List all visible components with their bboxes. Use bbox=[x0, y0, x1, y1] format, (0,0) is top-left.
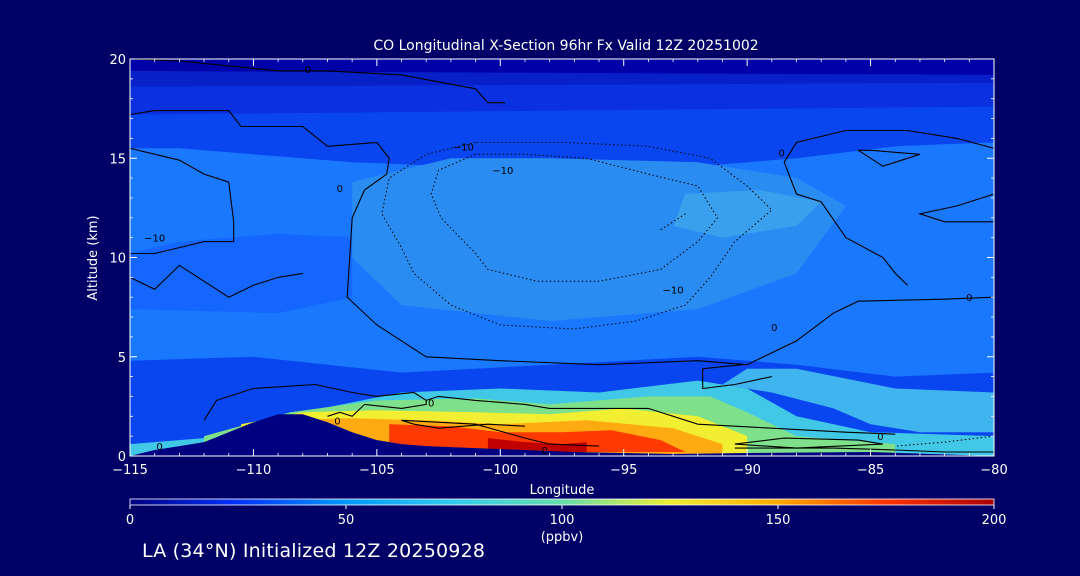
x-tick-label: −85 bbox=[857, 463, 884, 478]
contour-label: 0 bbox=[337, 184, 343, 195]
contour-label: −10 bbox=[144, 234, 165, 245]
x-tick-label: −80 bbox=[980, 463, 1007, 478]
x-tick-label: −95 bbox=[610, 463, 637, 478]
contour-label: 0 bbox=[428, 398, 434, 409]
initialization-caption: LA (34°N) Initialized 12Z 20250928 bbox=[142, 540, 486, 562]
field-boundary-darkred bbox=[487, 438, 587, 452]
colorbar-tick-label: 150 bbox=[766, 513, 791, 528]
x-axis-label: Longitude bbox=[530, 483, 595, 498]
field-core-cyan bbox=[673, 190, 822, 238]
field-lower-band-west bbox=[130, 233, 353, 314]
contour-line-zero bbox=[702, 364, 772, 390]
contour-line-minus-ten bbox=[381, 141, 773, 330]
contour-line-zero bbox=[917, 193, 994, 223]
contour-label: 0 bbox=[334, 416, 340, 427]
contour-line-minus-ten bbox=[430, 153, 719, 282]
x-axis-ticks: −115 −110 −105 −100 −95 −90 −85 −80 bbox=[112, 59, 1008, 478]
contour-line-minus-ten bbox=[660, 213, 686, 231]
field-strat-top bbox=[130, 59, 994, 75]
contour-line-zero bbox=[783, 129, 994, 286]
y-tick-label: 0 bbox=[118, 450, 126, 465]
contour-label: 0 bbox=[771, 323, 777, 334]
x-tick-label: −110 bbox=[236, 463, 272, 478]
y-axis-ticks: 0 5 10 15 20 bbox=[109, 53, 994, 465]
contour-label: 0 bbox=[877, 432, 883, 443]
contour-line-zero bbox=[130, 110, 994, 366]
terrain-shape bbox=[130, 414, 994, 456]
colorbar-tick-label: 50 bbox=[338, 513, 355, 528]
contour-line-minus-ten bbox=[895, 435, 994, 447]
chart-title: CO Longitudinal X-Section 96hr Fx Valid … bbox=[373, 38, 758, 54]
colorbar-ticks: 0 50 100 150 200 bbox=[126, 505, 1007, 528]
y-tick-label: 10 bbox=[109, 252, 126, 267]
x-tick-label: −115 bbox=[112, 463, 148, 478]
x-tick-label: −100 bbox=[482, 463, 518, 478]
plot-area: 0 −10 −10 0 −10 −10 0 0 0 0 0 0 0 0 bbox=[130, 59, 994, 457]
contour-line-zero bbox=[203, 383, 427, 421]
contour-line-zero bbox=[130, 264, 303, 298]
contour-label: −10 bbox=[663, 285, 684, 296]
y-axis-label: Altitude (km) bbox=[86, 215, 101, 300]
y-tick-label: 15 bbox=[109, 152, 126, 167]
contour-label: 0 bbox=[305, 65, 311, 76]
contour-line-zero bbox=[130, 59, 506, 104]
contour-line-zero bbox=[426, 395, 896, 435]
colorbar-tick-label: 100 bbox=[550, 513, 575, 528]
y-tick-label: 20 bbox=[109, 53, 126, 68]
contour-label: 0 bbox=[966, 293, 972, 304]
field-boundary-red bbox=[389, 424, 686, 452]
colorbar-tick-label: 0 bbox=[126, 513, 134, 528]
colorbar-unit-label: (ppbv) bbox=[541, 530, 584, 545]
y-tick-label: 5 bbox=[118, 351, 126, 366]
x-tick-label: −105 bbox=[359, 463, 395, 478]
contour-lines bbox=[130, 59, 994, 453]
x-tick-label: −90 bbox=[733, 463, 760, 478]
colorbar-tick-label: 200 bbox=[982, 513, 1007, 528]
contour-line-zero bbox=[857, 149, 921, 167]
contour-line-zero bbox=[401, 419, 600, 447]
concentration-fields bbox=[130, 59, 994, 456]
field-east-cyan bbox=[722, 368, 994, 433]
contour-line-zero bbox=[734, 447, 994, 453]
contour-line-zero bbox=[130, 147, 235, 255]
contour-label: −10 bbox=[453, 142, 474, 153]
contour-labels: 0 −10 −10 0 −10 −10 0 0 0 0 0 0 0 0 bbox=[144, 65, 972, 457]
contour-label: −10 bbox=[492, 166, 513, 177]
contour-line-zero bbox=[734, 437, 883, 449]
contour-label: 0 bbox=[779, 148, 785, 159]
contour-label: 0 bbox=[156, 442, 162, 453]
terrain bbox=[130, 414, 994, 456]
colorbar bbox=[129, 498, 995, 506]
contour-label: 0 bbox=[542, 446, 548, 457]
